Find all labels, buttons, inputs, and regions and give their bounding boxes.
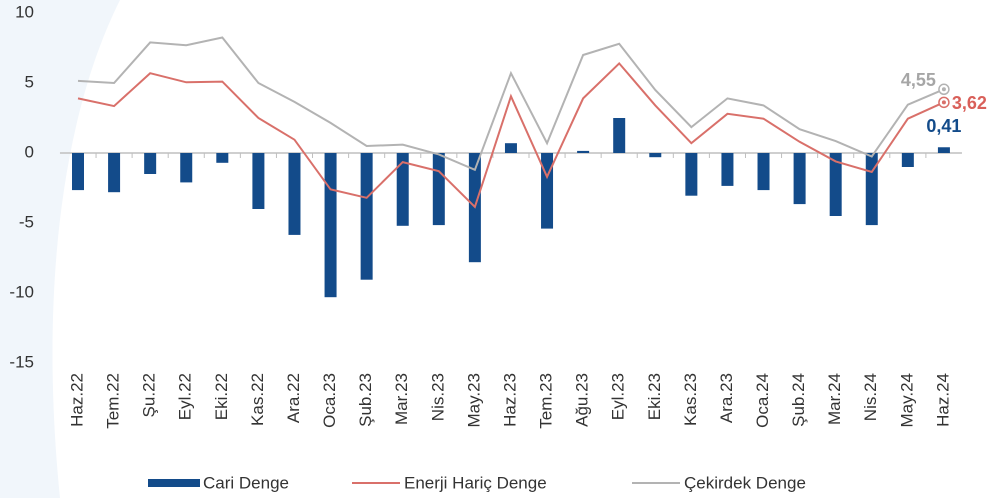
bar [865, 153, 878, 226]
bar [72, 153, 84, 191]
bar [793, 153, 806, 205]
legend-label: Enerji Hariç Denge [404, 473, 547, 492]
x-tick-label: Şu.22 [140, 373, 159, 417]
value-label: 4,55 [901, 70, 936, 90]
bar [901, 153, 914, 167]
value-label: 0,41 [926, 116, 961, 136]
legend-label: Çekirdek Denge [684, 473, 806, 492]
bar [649, 153, 662, 158]
x-tick-label: Mar.24 [825, 373, 844, 425]
point-dot [941, 100, 946, 105]
x-tick-label: Ağu.23 [573, 373, 592, 427]
bar [108, 153, 121, 193]
bar [252, 153, 265, 209]
x-tick-label: Şub.24 [789, 373, 808, 427]
bar [360, 153, 373, 280]
x-tick-label: Ara.23 [717, 373, 736, 423]
legend-swatch [148, 479, 200, 487]
x-tick-label: Eyl.23 [609, 373, 628, 420]
bar [396, 153, 409, 226]
x-tick-label: Mar.23 [392, 373, 411, 425]
x-tick-label: Haz.23 [500, 373, 519, 427]
value-label: 3,62 [952, 93, 987, 113]
line [77, 36, 945, 172]
y-tick-label: -15 [9, 352, 34, 371]
x-tick-label: Eki.23 [645, 373, 664, 420]
x-tick-label: Nis.23 [428, 373, 447, 421]
x-tick-label: Oca.24 [753, 373, 772, 428]
x-tick-label: Tem.22 [104, 373, 123, 429]
y-tick-label: 0 [25, 142, 34, 161]
x-tick-label: Eki.22 [212, 373, 231, 420]
bar [757, 153, 770, 191]
line [77, 61, 945, 209]
bar [144, 153, 157, 174]
bar [937, 147, 950, 153]
x-tick-label: Oca.23 [320, 373, 339, 428]
bar [180, 153, 193, 183]
y-tick-label: -5 [19, 212, 34, 231]
x-tick-label: Haz.24 [933, 373, 952, 427]
bar [432, 153, 445, 226]
x-tick-label: Kas.22 [248, 373, 267, 426]
x-tick-label: Haz.22 [67, 373, 86, 427]
bar [721, 153, 734, 186]
bar [829, 153, 842, 216]
bar [504, 143, 517, 153]
x-tick-label: Nis.24 [861, 373, 880, 421]
bar [613, 118, 626, 153]
x-tick-label: May.24 [897, 373, 916, 428]
bar [324, 153, 337, 298]
x-tick-label: Eyl.22 [176, 373, 195, 420]
bar [577, 150, 590, 153]
point-dot [941, 87, 946, 92]
x-tick-label: Ara.22 [284, 373, 303, 423]
x-tick-label: Tem.23 [537, 373, 556, 429]
background-shape [0, 0, 120, 498]
y-tick-label: -10 [9, 282, 34, 301]
x-tick-label: Kas.23 [681, 373, 700, 426]
bar [288, 153, 301, 235]
bar [216, 153, 229, 163]
bar [685, 153, 698, 196]
bar [541, 153, 554, 229]
legend-label: Cari Denge [203, 473, 289, 492]
x-tick-label: May.23 [464, 373, 483, 428]
y-tick-label: 10 [15, 2, 34, 21]
y-tick-label: 5 [25, 72, 34, 91]
x-tick-label: Şub.23 [356, 373, 375, 427]
